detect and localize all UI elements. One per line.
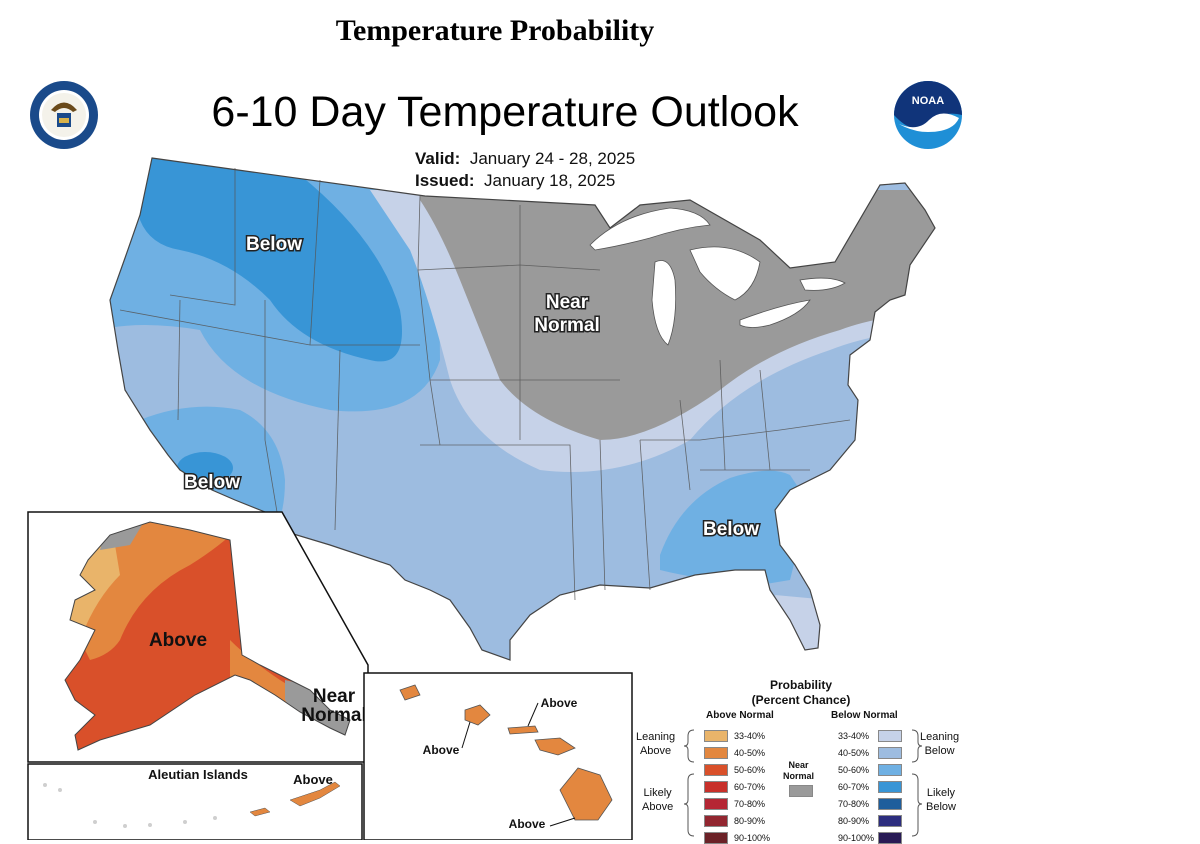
label-above-hawaii-3: Above	[509, 817, 546, 831]
legend-near-header: Near Normal	[783, 760, 815, 781]
state-borders	[119, 168, 851, 601]
label-below-southwest: Below	[184, 472, 240, 493]
great-lakes	[589, 207, 846, 346]
legend-below-header: Below Normal	[831, 710, 898, 721]
legend-subtitle: (Percent Chance)	[751, 693, 851, 707]
issued-label: Issued:	[415, 171, 475, 190]
legend-below-range: 90-100%	[838, 833, 875, 843]
label-near-alaska-line2: Normal	[301, 705, 366, 726]
legend-below-range: 70-80%	[838, 799, 870, 809]
legend-likely-above: Likely Above	[642, 787, 674, 813]
legend-below-swatch	[878, 798, 902, 810]
legend-below-range: 40-50%	[838, 748, 870, 758]
legend-above-swatch	[704, 730, 728, 742]
legend-above-swatch	[704, 815, 728, 827]
alaska-outline	[64, 521, 351, 751]
legend-above-range: 50-60%	[734, 765, 766, 775]
aleutian-islands	[249, 781, 341, 817]
legend-above-range: 40-50%	[734, 748, 766, 758]
date-block: Valid: January 24 - 28, 2025 Issued: Jan…	[415, 148, 635, 192]
hawaii-leader-lines	[461, 702, 576, 827]
legend-leaning-below: Leaning Below	[920, 731, 960, 757]
label-below-northwest: Below	[246, 234, 302, 255]
legend-above-swatch	[704, 798, 728, 810]
legend-below-range: 60-70%	[838, 782, 870, 792]
label-below-southeast: Below	[703, 519, 759, 540]
legend-below-swatch	[878, 747, 902, 759]
aleutian-title: Aleutian Islands	[148, 767, 248, 782]
svg-text:NOAA: NOAA	[912, 95, 944, 107]
legend-above-range: 70-80%	[734, 799, 766, 809]
legend-above-swatch	[704, 764, 728, 776]
valid-value: January 24 - 28, 2025	[469, 149, 636, 168]
conus-outline	[109, 157, 936, 661]
legend-title: Probability	[769, 678, 832, 692]
noaa-logo: NOAA	[894, 81, 962, 149]
label-above-hawaii-2: Above	[541, 696, 578, 710]
issued-value: January 18, 2025	[483, 171, 616, 190]
legend-above-range: 80-90%	[734, 816, 766, 826]
legend-near-swatch	[789, 785, 813, 797]
legend-above-range: 33-40%	[734, 731, 766, 741]
legend-above-range: 60-70%	[734, 782, 766, 792]
label-near-normal-line1: Near	[546, 292, 589, 313]
legend-below-swatch	[878, 781, 902, 793]
label-near-alaska-line1: Near	[313, 686, 356, 707]
legend-below-range: 33-40%	[838, 731, 870, 741]
label-above-hawaii-1: Above	[423, 743, 460, 757]
department-of-commerce-seal	[30, 81, 98, 149]
legend-below-range: 50-60%	[838, 765, 870, 775]
valid-label: Valid:	[415, 149, 461, 168]
label-above-alaska: Above	[149, 630, 207, 651]
legend-below-swatch	[878, 815, 902, 827]
legend-above-header: Above Normal	[706, 710, 774, 721]
legend-braces	[683, 729, 923, 837]
probability-legend: Probability (Percent Chance) Above Norma…	[636, 676, 976, 844]
legend-likely-below: Likely Below	[926, 787, 956, 813]
legend-above-swatch	[704, 781, 728, 793]
legend-below-range: 80-90%	[838, 816, 870, 826]
aleutian-islands-west	[43, 783, 217, 828]
label-above-aleutian: Above	[293, 772, 333, 787]
legend-leaning-above: Leaning Above	[636, 731, 676, 757]
hawaii-islands	[399, 684, 613, 821]
page-title: Temperature Probability	[335, 14, 655, 47]
legend-above-swatch	[704, 747, 728, 759]
legend-above-range: 90-100%	[734, 833, 771, 843]
legend-below-swatch	[878, 764, 902, 776]
label-near-normal-line2: Normal	[534, 315, 599, 336]
map-title: 6-10 Day Temperature Outlook	[211, 88, 799, 136]
legend-below-swatch	[878, 730, 902, 742]
